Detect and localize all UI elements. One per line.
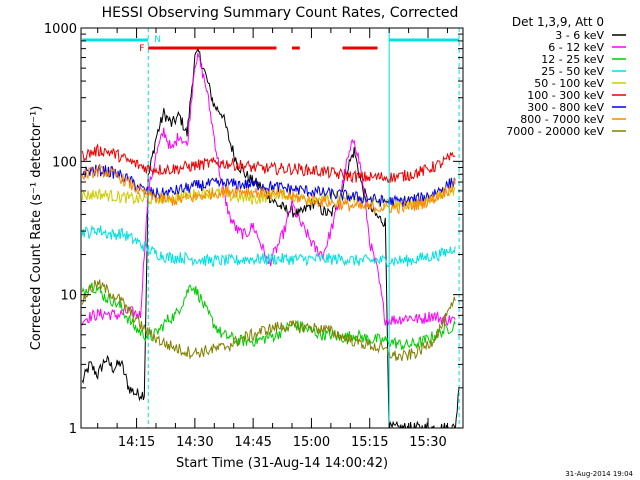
x-tick-label-1: 14:15 xyxy=(118,435,155,450)
legend-label-7: 300 - 800 keV xyxy=(527,101,604,114)
timestamp: 31-Aug-2014 19:04 xyxy=(565,470,633,478)
legend-label-4: 25 - 50 keV xyxy=(541,65,604,78)
legend-label-8: 800 - 7000 keV xyxy=(520,113,604,126)
y-tick-label-3: 100 xyxy=(52,155,77,170)
plot-area xyxy=(81,46,460,428)
x-axis-label: Start Time (31-Aug-14 14:00:42) xyxy=(176,456,388,471)
night-flag-label: N xyxy=(154,35,161,45)
series-line-6 xyxy=(81,143,456,184)
y-tick-label-2: 10 xyxy=(60,289,77,304)
legend-label-3: 12 - 25 keV xyxy=(541,53,604,66)
legend-title: Det 1,3,9, Att 0 xyxy=(512,15,604,29)
series-line-1 xyxy=(81,46,460,428)
legend-label-9: 7000 - 20000 keV xyxy=(506,125,604,138)
plot-frame xyxy=(80,27,464,429)
x-tick-label-6: 15:30 xyxy=(409,435,446,450)
y-tick-label-1: 1 xyxy=(69,422,77,437)
legend-label-2: 6 - 12 keV xyxy=(548,41,604,54)
axes: 1 10 100 1000 14:15 14:30 14:45 15:00 15:15 15:30 xyxy=(44,22,463,450)
legend-label-1: 3 - 6 keV xyxy=(555,29,604,42)
x-tick-label-4: 15:00 xyxy=(293,435,330,450)
x-tick-label-5: 15:15 xyxy=(351,435,388,450)
chart-title: HESSI Observing Summary Count Rates, Cor… xyxy=(102,5,459,21)
x-tick-label-2: 14:30 xyxy=(176,435,213,450)
x-tick-label-3: 14:45 xyxy=(234,435,271,450)
series-line-4 xyxy=(81,224,456,268)
plot-overlays: NF xyxy=(82,28,460,428)
flare-flag-label: F xyxy=(139,44,144,54)
y-axis-label: Corrected Count Rate (s⁻¹ detector⁻¹) xyxy=(29,106,44,351)
y-tick-label-4: 1000 xyxy=(44,22,77,37)
legend-label-5: 50 - 100 keV xyxy=(534,77,604,90)
series-line-2 xyxy=(81,52,456,326)
series-line-8 xyxy=(81,164,456,215)
series-line-3 xyxy=(81,282,456,351)
legend-label-6: 100 - 300 keV xyxy=(527,89,604,102)
series-line-9 xyxy=(81,279,456,362)
